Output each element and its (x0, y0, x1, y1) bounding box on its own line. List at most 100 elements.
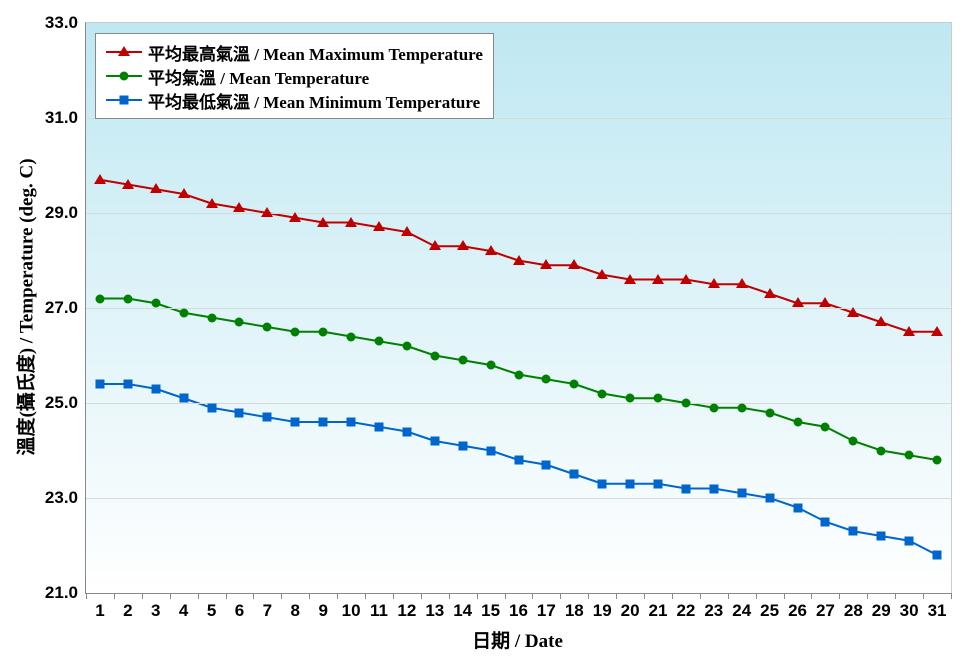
x-tick (253, 593, 254, 599)
legend-swatch (106, 42, 142, 62)
data-marker (374, 422, 383, 431)
data-marker (263, 323, 272, 332)
data-marker (626, 394, 635, 403)
legend-label: 平均最高氣溫 / Mean Maximum Temperature (148, 40, 483, 65)
x-tick-label: 30 (900, 593, 919, 621)
data-marker (457, 240, 469, 250)
data-marker (542, 375, 551, 384)
x-tick-label: 2 (123, 593, 132, 621)
legend-item: 平均最低氣溫 / Mean Minimum Temperature (106, 88, 483, 112)
data-marker (624, 274, 636, 284)
data-marker (765, 494, 774, 503)
data-marker (933, 456, 942, 465)
x-tick-label: 5 (207, 593, 216, 621)
x-tick (700, 593, 701, 599)
x-tick (923, 593, 924, 599)
data-marker (821, 422, 830, 431)
data-marker (319, 418, 328, 427)
data-marker (764, 288, 776, 298)
y-tick-label: 23.0 (45, 488, 86, 508)
x-tick-label: 13 (425, 593, 444, 621)
data-marker (737, 403, 746, 412)
data-marker (206, 198, 218, 208)
x-tick (616, 593, 617, 599)
x-tick (421, 593, 422, 599)
data-marker (430, 351, 439, 360)
data-marker (179, 308, 188, 317)
y-tick-label: 25.0 (45, 393, 86, 413)
x-tick (309, 593, 310, 599)
y-axis-title: 溫度(攝氏度) / Temperature (deg. C) (12, 158, 39, 455)
data-marker (401, 226, 413, 236)
data-marker (235, 318, 244, 327)
y-tick-label: 21.0 (45, 583, 86, 603)
x-tick-label: 3 (151, 593, 160, 621)
data-marker (345, 217, 357, 227)
data-marker (736, 278, 748, 288)
data-marker (654, 479, 663, 488)
x-tick (170, 593, 171, 599)
data-marker (207, 313, 216, 322)
legend-label: 平均氣溫 / Mean Temperature (148, 64, 369, 89)
data-marker (905, 451, 914, 460)
data-marker (263, 413, 272, 422)
data-marker (514, 456, 523, 465)
x-tick (226, 593, 227, 599)
data-marker (291, 327, 300, 336)
data-marker (709, 484, 718, 493)
data-marker (708, 278, 720, 288)
data-marker (429, 240, 441, 250)
data-marker (261, 207, 273, 217)
x-tick (895, 593, 896, 599)
data-marker (430, 437, 439, 446)
x-tick-label: 8 (291, 593, 300, 621)
data-marker (207, 403, 216, 412)
x-tick-label: 29 (872, 593, 891, 621)
data-marker (122, 179, 134, 189)
data-marker (402, 427, 411, 436)
data-marker (903, 326, 915, 336)
x-tick (644, 593, 645, 599)
data-marker (598, 389, 607, 398)
x-tick (86, 593, 87, 599)
data-marker (291, 418, 300, 427)
legend-item: 平均最高氣溫 / Mean Maximum Temperature (106, 40, 483, 64)
x-tick (560, 593, 561, 599)
data-marker (819, 297, 831, 307)
x-tick (867, 593, 868, 599)
data-marker (877, 532, 886, 541)
data-marker (681, 399, 690, 408)
data-marker (931, 326, 943, 336)
y-tick-label: 29.0 (45, 203, 86, 223)
data-marker (905, 536, 914, 545)
temperature-chart: 21.023.025.027.029.031.033.0123456789101… (0, 0, 972, 665)
data-marker (513, 255, 525, 265)
x-tick (198, 593, 199, 599)
data-marker (849, 527, 858, 536)
data-marker (123, 380, 132, 389)
x-tick-label: 11 (370, 593, 388, 621)
x-tick-label: 6 (235, 593, 244, 621)
x-tick-label: 17 (537, 593, 556, 621)
series-line (100, 384, 937, 555)
x-tick (588, 593, 589, 599)
data-marker (542, 460, 551, 469)
x-tick (142, 593, 143, 599)
data-marker (374, 337, 383, 346)
data-marker (514, 370, 523, 379)
legend: 平均最高氣溫 / Mean Maximum Temperature平均氣溫 / … (95, 33, 494, 119)
data-marker (792, 297, 804, 307)
data-marker (347, 418, 356, 427)
data-marker (821, 517, 830, 526)
data-marker (598, 479, 607, 488)
x-tick (839, 593, 840, 599)
data-marker (235, 408, 244, 417)
data-marker (877, 446, 886, 455)
data-marker (933, 551, 942, 560)
x-tick (393, 593, 394, 599)
x-tick (672, 593, 673, 599)
x-tick (114, 593, 115, 599)
x-tick-label: 20 (621, 593, 640, 621)
x-tick-label: 7 (263, 593, 272, 621)
data-marker (596, 269, 608, 279)
